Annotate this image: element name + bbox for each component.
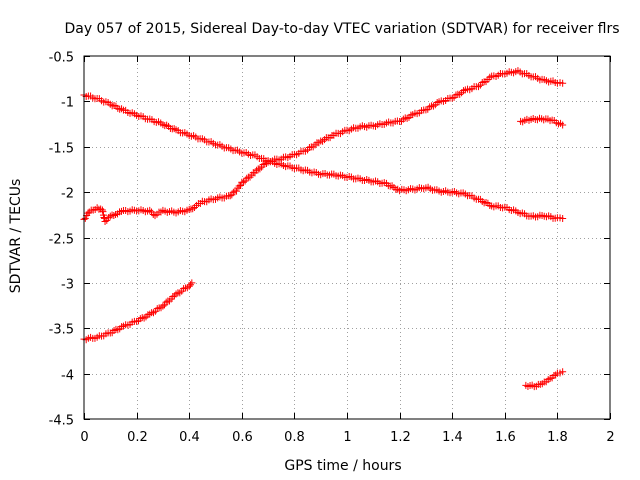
data-point [559,121,567,129]
data-point [81,214,89,222]
data-point [159,302,167,310]
series-2 [80,67,567,226]
y-tick-label: -2.5 [49,233,74,248]
x-tick-label: 0.2 [127,430,148,445]
data-points [80,67,567,391]
axis-ticks: 0 0.2 0.4 0.6 0.8 1 1.2 1.4 1.6 1.8 2 -0.5 -1 -1.5 -2 -… [49,51,615,446]
y-tick-label: -0.5 [49,51,74,66]
data-point [84,209,92,217]
x-tick-label: 1 [343,430,351,445]
series-4 [517,114,567,129]
y-axis-label: SDTVAR / TECUs [8,179,24,294]
data-point [146,206,154,214]
series-1 [80,91,567,222]
data-point [106,212,114,220]
x-tick-label: 1.4 [442,430,463,445]
data-point [233,187,241,195]
x-tick-label: 2 [606,430,614,445]
x-axis-label: GPS time / hours [284,458,401,474]
data-point [110,211,118,219]
series-5 [522,368,567,391]
data-point [98,206,106,214]
data-point [559,214,567,222]
data-point [550,372,558,380]
data-point [239,178,247,186]
data-point [103,216,111,224]
x-tick-label: 0 [80,430,88,445]
data-point [162,298,170,306]
y-tick-label: -4.5 [49,414,74,429]
data-point [259,160,267,168]
x-tick-label: 1.6 [495,430,516,445]
y-tick-label: -3 [61,278,74,293]
x-tick-label: 1.8 [547,430,568,445]
y-tick-label: -2 [61,187,74,202]
data-point [243,174,251,182]
x-tick-label: 1.2 [390,430,411,445]
data-point [189,205,197,213]
x-tick-label: 0.8 [284,430,305,445]
data-point [226,192,234,200]
data-point [229,188,237,196]
data-point [236,181,244,189]
data-point [559,368,567,376]
series-3 [80,279,196,344]
x-tick-label: 0.6 [232,430,253,445]
y-tick-label: -3.5 [49,323,74,338]
plot-frame [83,55,611,420]
data-point [253,166,261,174]
data-point [188,279,196,287]
chart-title: Day 057 of 2015, Sidereal Day-to-day VTE… [64,21,619,37]
y-tick-label: -4 [61,369,74,384]
y-tick-label: -1.5 [49,142,74,157]
x-tick-label: 0.4 [179,430,200,445]
data-point [93,204,101,212]
y-tick-label: -1 [61,96,74,111]
data-point [262,160,270,168]
data-point [101,218,109,226]
data-point [256,165,264,173]
data-point [559,79,567,87]
data-point [105,214,113,222]
data-point [99,208,107,216]
